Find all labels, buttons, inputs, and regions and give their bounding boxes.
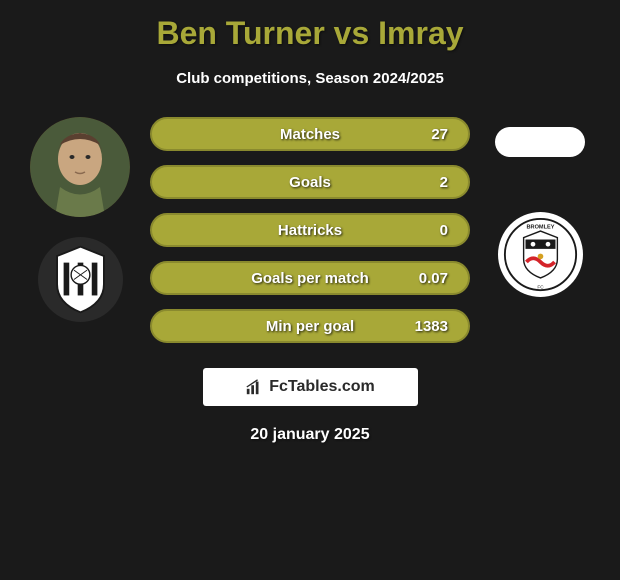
chart-icon [245,378,263,396]
brand-label: FcTables.com [269,378,375,396]
stat-value: 27 [431,126,448,143]
stat-label: Matches [280,126,340,143]
svg-text:FC: FC [537,284,544,289]
stat-bar-min-per-goal: Min per goal 1383 [150,309,470,343]
stat-label: Min per goal [266,318,354,335]
player-face-icon [30,117,130,217]
season-subtitle: Club competitions, Season 2024/2025 [176,70,444,87]
comparison-widget: Ben Turner vs Imray Club competitions, S… [0,0,620,580]
stat-label: Goals [289,174,331,191]
stat-value: 0.07 [419,270,448,287]
notts-county-crest-icon [43,242,118,317]
bromley-fc-crest-icon: BROMLEY FC [503,217,578,292]
player-right-column: BROMLEY FC [480,117,600,297]
stat-bar-goals-per-match: Goals per match 0.07 [150,261,470,295]
stat-bar-hattricks: Hattricks 0 [150,213,470,247]
stat-label: Hattricks [278,222,342,239]
stat-value: 0 [440,222,448,239]
svg-text:BROMLEY: BROMLEY [526,224,554,230]
team-right-crest: BROMLEY FC [498,212,583,297]
player-left-column [20,117,140,322]
comparison-panel: Matches 27 Goals 2 Hattricks 0 Goals per… [0,117,620,343]
page-title: Ben Turner vs Imray [156,15,463,52]
stat-value: 2 [440,174,448,191]
player-right-photo [495,127,585,157]
player-left-photo [30,117,130,217]
date-label: 20 january 2025 [250,426,369,444]
stat-bar-matches: Matches 27 [150,117,470,151]
brand-box[interactable]: FcTables.com [203,368,418,406]
stat-label: Goals per match [251,270,369,287]
team-left-crest [38,237,123,322]
stat-bar-goals: Goals 2 [150,165,470,199]
stat-value: 1383 [415,318,448,335]
stats-column: Matches 27 Goals 2 Hattricks 0 Goals per… [140,117,480,343]
